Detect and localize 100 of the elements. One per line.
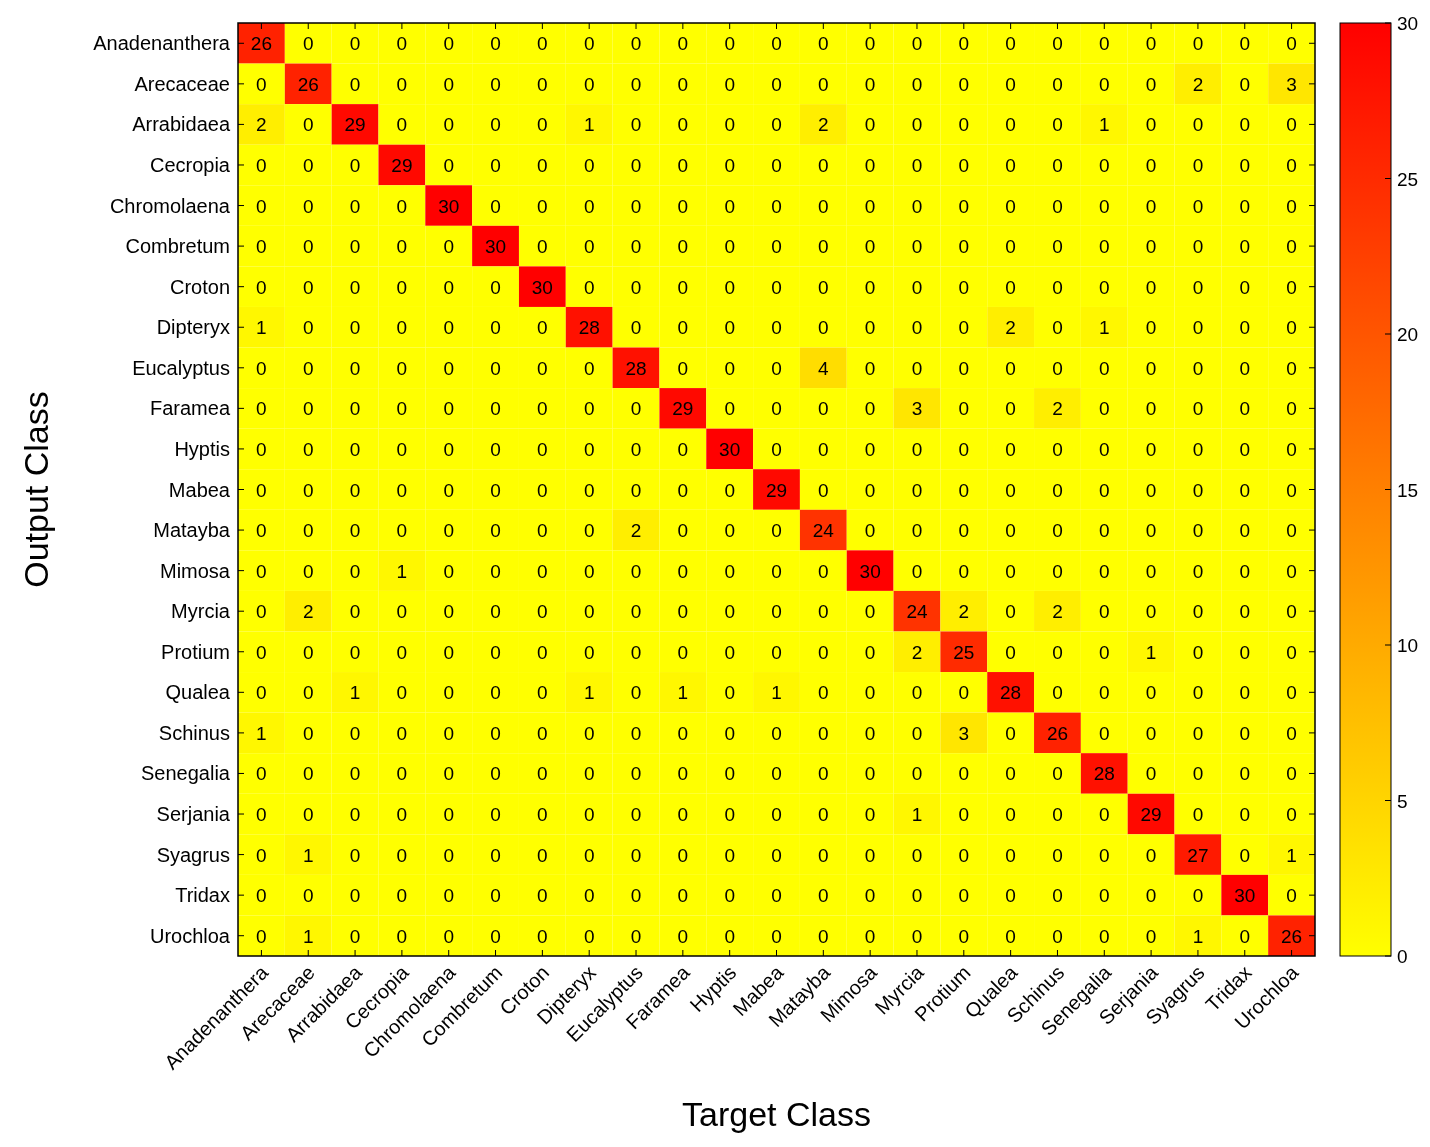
data-label: 0 — [1145, 763, 1157, 785]
data-label: 0 — [490, 763, 501, 785]
data-label: 26 — [250, 33, 272, 55]
data-label: 0 — [724, 33, 735, 55]
data-label: 0 — [302, 195, 314, 217]
data-label: 0 — [443, 601, 455, 623]
data-label: 0 — [1052, 844, 1063, 866]
data-label: 0 — [1145, 682, 1157, 704]
data-label: 1 — [1098, 317, 1110, 339]
data-label: 0 — [1145, 722, 1157, 744]
data-label: 0 — [1052, 682, 1063, 704]
data-label: 0 — [1005, 398, 1016, 420]
data-label: 0 — [1239, 560, 1251, 582]
data-label: 0 — [302, 114, 314, 136]
data-label: 0 — [677, 722, 689, 744]
data-label: 0 — [1239, 438, 1251, 460]
data-label: 0 — [724, 682, 735, 704]
data-label: 0 — [630, 398, 642, 420]
data-label: 0 — [911, 114, 923, 136]
data-label: 0 — [1286, 317, 1297, 339]
y-tick-label: Schinus — [158, 721, 230, 744]
data-label: 0 — [1239, 804, 1251, 826]
data-label: 0 — [490, 520, 501, 542]
data-label: 0 — [443, 114, 455, 136]
data-label: 0 — [864, 357, 876, 379]
data-label: 0 — [677, 438, 689, 460]
data-label: 28 — [1093, 763, 1115, 785]
data-label: 0 — [490, 195, 501, 217]
data-label: 0 — [1286, 398, 1297, 420]
data-label: 0 — [1098, 722, 1110, 744]
data-label: 0 — [864, 236, 876, 258]
data-label: 0 — [1286, 520, 1297, 542]
data-label: 0 — [1286, 641, 1297, 663]
data-label: 0 — [490, 114, 501, 136]
data-label: 0 — [677, 195, 689, 217]
y-tick-label: Qualea — [165, 681, 231, 704]
data-label: 1 — [302, 925, 314, 947]
data-label: 0 — [443, 438, 455, 460]
data-label: 26 — [297, 73, 319, 95]
y-tick-label: Combretum — [125, 235, 230, 258]
data-label: 0 — [1098, 357, 1110, 379]
data-label: 0 — [911, 722, 923, 744]
data-label: 0 — [1098, 682, 1110, 704]
data-label: 4 — [818, 357, 830, 379]
data-label: 0 — [630, 195, 642, 217]
data-label: 0 — [349, 722, 361, 744]
data-label: 0 — [443, 398, 455, 420]
data-label: 0 — [1098, 885, 1110, 907]
data-label: 0 — [1239, 73, 1251, 95]
data-label: 0 — [1192, 479, 1204, 501]
data-label: 0 — [1192, 195, 1204, 217]
data-label: 0 — [302, 763, 314, 785]
data-label: 0 — [537, 33, 548, 55]
data-label: 0 — [958, 114, 970, 136]
data-label: 1 — [771, 682, 782, 704]
data-label: 0 — [724, 844, 735, 866]
data-label: 0 — [537, 925, 548, 947]
data-label: 0 — [818, 195, 829, 217]
data-label: 0 — [537, 195, 548, 217]
data-label: 0 — [302, 520, 314, 542]
color-bar-label: 20 — [1397, 324, 1419, 345]
data-label: 0 — [1098, 195, 1110, 217]
data-label: 0 — [1145, 560, 1157, 582]
y-tick-label: Senegalia — [141, 762, 231, 785]
data-label: 0 — [256, 236, 267, 258]
data-label: 0 — [443, 33, 455, 55]
data-label: 0 — [771, 317, 782, 339]
data-label: 0 — [583, 763, 595, 785]
data-label: 30 — [719, 438, 741, 460]
data-label: 0 — [443, 154, 455, 176]
data-label: 0 — [1145, 33, 1157, 55]
data-label: 0 — [771, 398, 782, 420]
data-label: 0 — [1286, 236, 1297, 258]
y-tick-label: Croton — [169, 275, 230, 298]
data-label: 0 — [490, 844, 501, 866]
data-label: 0 — [583, 479, 595, 501]
data-label: 29 — [344, 114, 366, 136]
data-label: 0 — [1239, 520, 1251, 542]
data-label: 0 — [537, 560, 548, 582]
data-label: 0 — [677, 73, 689, 95]
data-label: 26 — [1046, 722, 1069, 744]
data-label: 0 — [1098, 844, 1110, 866]
data-label: 0 — [1005, 844, 1016, 866]
data-label: 0 — [630, 804, 642, 826]
data-label: 0 — [1239, 641, 1251, 663]
data-label: 0 — [958, 520, 970, 542]
data-label: 24 — [812, 520, 835, 542]
data-label: 0 — [443, 357, 455, 379]
data-label: 0 — [724, 236, 735, 258]
data-label: 0 — [1239, 925, 1251, 947]
data-label: 0 — [677, 560, 689, 582]
data-label: 0 — [1239, 276, 1251, 298]
data-label: 0 — [537, 804, 548, 826]
data-label: 0 — [724, 73, 735, 95]
data-label: 0 — [958, 317, 970, 339]
data-label: 0 — [911, 357, 923, 379]
data-label: 0 — [583, 520, 595, 542]
data-label: 0 — [1192, 520, 1204, 542]
data-label: 0 — [771, 601, 782, 623]
data-label: 0 — [1005, 276, 1016, 298]
